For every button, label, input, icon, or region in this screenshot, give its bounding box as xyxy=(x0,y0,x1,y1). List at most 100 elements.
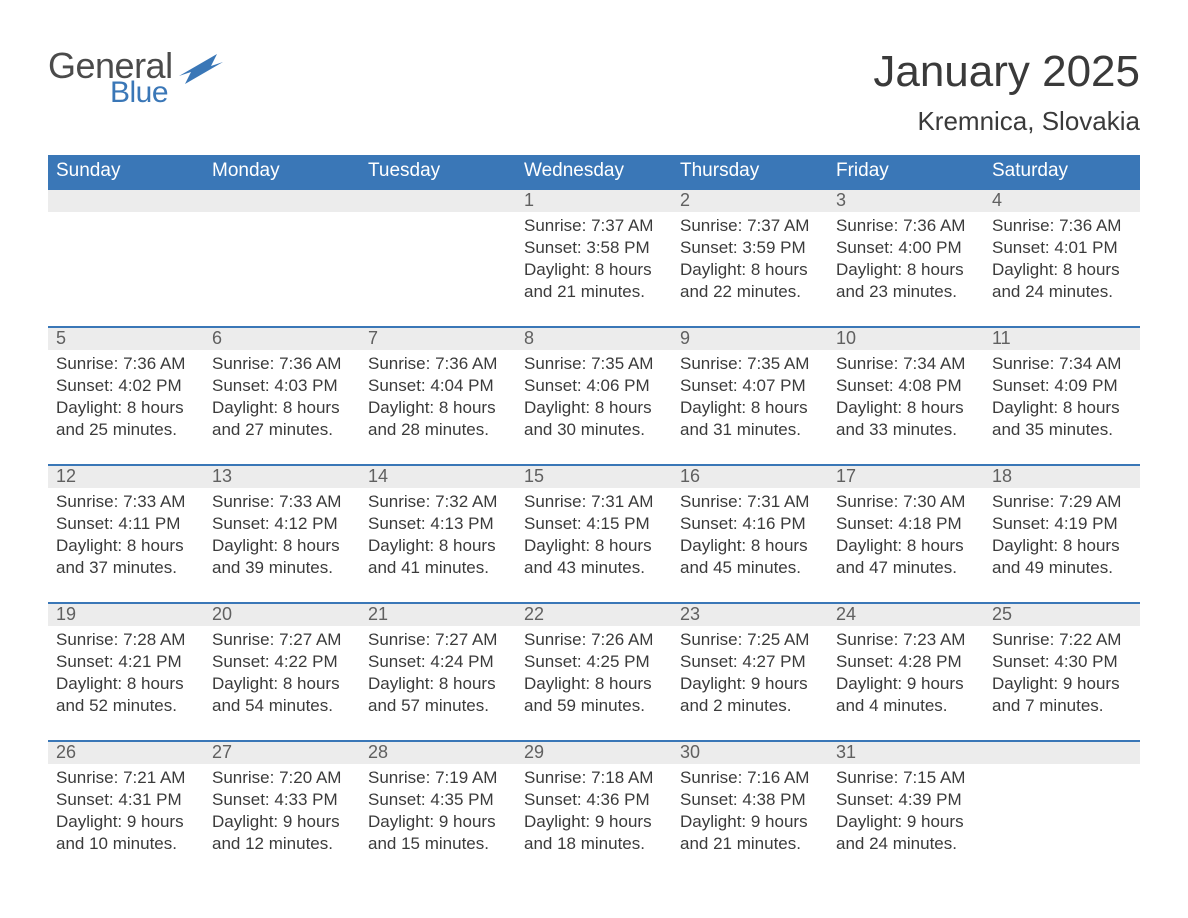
sunrise-text: Sunrise: 7:32 AM xyxy=(368,491,508,513)
sunset-text: Sunset: 3:58 PM xyxy=(524,237,664,259)
sunrise-text: Sunrise: 7:27 AM xyxy=(368,629,508,651)
day-details: Sunrise: 7:33 AMSunset: 4:11 PMDaylight:… xyxy=(48,488,204,602)
day-details: Sunrise: 7:25 AMSunset: 4:27 PMDaylight:… xyxy=(672,626,828,740)
daylight-text: Daylight: 9 hours and 15 minutes. xyxy=(368,811,508,855)
sunset-text: Sunset: 4:39 PM xyxy=(836,789,976,811)
sunset-text: Sunset: 4:36 PM xyxy=(524,789,664,811)
sunrise-text: Sunrise: 7:37 AM xyxy=(524,215,664,237)
weeks-container: 1234Sunrise: 7:37 AMSunset: 3:58 PMDayli… xyxy=(48,188,1140,878)
daylight-text: Daylight: 8 hours and 43 minutes. xyxy=(524,535,664,579)
daylight-text: Daylight: 8 hours and 25 minutes. xyxy=(56,397,196,441)
day-details xyxy=(360,212,516,326)
sunset-text: Sunset: 4:00 PM xyxy=(836,237,976,259)
day-number: 27 xyxy=(204,742,360,764)
sunrise-text: Sunrise: 7:36 AM xyxy=(56,353,196,375)
day-details: Sunrise: 7:22 AMSunset: 4:30 PMDaylight:… xyxy=(984,626,1140,740)
daynum-row: 567891011 xyxy=(48,328,1140,350)
day-details xyxy=(48,212,204,326)
day-number: 7 xyxy=(360,328,516,350)
week-row: 1234Sunrise: 7:37 AMSunset: 3:58 PMDayli… xyxy=(48,188,1140,326)
day-number: 2 xyxy=(672,190,828,212)
day-number: 1 xyxy=(516,190,672,212)
sunset-text: Sunset: 4:31 PM xyxy=(56,789,196,811)
day-number: 5 xyxy=(48,328,204,350)
sunset-text: Sunset: 4:21 PM xyxy=(56,651,196,673)
day-number: 22 xyxy=(516,604,672,626)
sunset-text: Sunset: 4:18 PM xyxy=(836,513,976,535)
sunset-text: Sunset: 4:13 PM xyxy=(368,513,508,535)
sunset-text: Sunset: 3:59 PM xyxy=(680,237,820,259)
daylight-text: Daylight: 9 hours and 4 minutes. xyxy=(836,673,976,717)
daybody-row: Sunrise: 7:36 AMSunset: 4:02 PMDaylight:… xyxy=(48,350,1140,464)
sunrise-text: Sunrise: 7:20 AM xyxy=(212,767,352,789)
daylight-text: Daylight: 8 hours and 47 minutes. xyxy=(836,535,976,579)
day-number: 31 xyxy=(828,742,984,764)
sunrise-text: Sunrise: 7:31 AM xyxy=(680,491,820,513)
daylight-text: Daylight: 8 hours and 21 minutes. xyxy=(524,259,664,303)
sunset-text: Sunset: 4:09 PM xyxy=(992,375,1132,397)
daylight-text: Daylight: 8 hours and 24 minutes. xyxy=(992,259,1132,303)
day-number: 10 xyxy=(828,328,984,350)
logo-text: General Blue xyxy=(48,48,173,108)
daylight-text: Daylight: 8 hours and 37 minutes. xyxy=(56,535,196,579)
day-number: 26 xyxy=(48,742,204,764)
sunrise-text: Sunrise: 7:23 AM xyxy=(836,629,976,651)
daynum-row: 19202122232425 xyxy=(48,604,1140,626)
sunset-text: Sunset: 4:24 PM xyxy=(368,651,508,673)
daylight-text: Daylight: 8 hours and 57 minutes. xyxy=(368,673,508,717)
sunrise-text: Sunrise: 7:25 AM xyxy=(680,629,820,651)
sunrise-text: Sunrise: 7:36 AM xyxy=(368,353,508,375)
calendar: SundayMondayTuesdayWednesdayThursdayFrid… xyxy=(48,155,1140,878)
day-number xyxy=(204,190,360,212)
daybody-row: Sunrise: 7:37 AMSunset: 3:58 PMDaylight:… xyxy=(48,212,1140,326)
daylight-text: Daylight: 8 hours and 31 minutes. xyxy=(680,397,820,441)
location-subtitle: Kremnica, Slovakia xyxy=(873,106,1140,137)
day-details: Sunrise: 7:15 AMSunset: 4:39 PMDaylight:… xyxy=(828,764,984,878)
day-number: 3 xyxy=(828,190,984,212)
day-details: Sunrise: 7:33 AMSunset: 4:12 PMDaylight:… xyxy=(204,488,360,602)
daylight-text: Daylight: 9 hours and 24 minutes. xyxy=(836,811,976,855)
day-number: 20 xyxy=(204,604,360,626)
day-number: 6 xyxy=(204,328,360,350)
day-details: Sunrise: 7:30 AMSunset: 4:18 PMDaylight:… xyxy=(828,488,984,602)
day-number xyxy=(360,190,516,212)
day-number: 28 xyxy=(360,742,516,764)
week-row: 19202122232425Sunrise: 7:28 AMSunset: 4:… xyxy=(48,602,1140,740)
sunset-text: Sunset: 4:25 PM xyxy=(524,651,664,673)
dow-saturday: Saturday xyxy=(984,155,1140,188)
sunset-text: Sunset: 4:22 PM xyxy=(212,651,352,673)
day-details: Sunrise: 7:26 AMSunset: 4:25 PMDaylight:… xyxy=(516,626,672,740)
day-number: 17 xyxy=(828,466,984,488)
daylight-text: Daylight: 9 hours and 18 minutes. xyxy=(524,811,664,855)
day-details: Sunrise: 7:37 AMSunset: 3:59 PMDaylight:… xyxy=(672,212,828,326)
daylight-text: Daylight: 8 hours and 52 minutes. xyxy=(56,673,196,717)
daylight-text: Daylight: 8 hours and 49 minutes. xyxy=(992,535,1132,579)
week-row: 567891011Sunrise: 7:36 AMSunset: 4:02 PM… xyxy=(48,326,1140,464)
day-details: Sunrise: 7:37 AMSunset: 3:58 PMDaylight:… xyxy=(516,212,672,326)
daylight-text: Daylight: 9 hours and 10 minutes. xyxy=(56,811,196,855)
week-row: 12131415161718Sunrise: 7:33 AMSunset: 4:… xyxy=(48,464,1140,602)
sunrise-text: Sunrise: 7:21 AM xyxy=(56,767,196,789)
sunrise-text: Sunrise: 7:29 AM xyxy=(992,491,1132,513)
day-details: Sunrise: 7:36 AMSunset: 4:02 PMDaylight:… xyxy=(48,350,204,464)
header-bar: General Blue January 2025 Kremnica, Slov… xyxy=(48,48,1140,137)
day-details: Sunrise: 7:19 AMSunset: 4:35 PMDaylight:… xyxy=(360,764,516,878)
day-number: 8 xyxy=(516,328,672,350)
sunrise-text: Sunrise: 7:31 AM xyxy=(524,491,664,513)
day-number: 30 xyxy=(672,742,828,764)
sunrise-text: Sunrise: 7:15 AM xyxy=(836,767,976,789)
sunset-text: Sunset: 4:02 PM xyxy=(56,375,196,397)
sunrise-text: Sunrise: 7:28 AM xyxy=(56,629,196,651)
sunset-text: Sunset: 4:01 PM xyxy=(992,237,1132,259)
daynum-row: 1234 xyxy=(48,190,1140,212)
daybody-row: Sunrise: 7:28 AMSunset: 4:21 PMDaylight:… xyxy=(48,626,1140,740)
dow-wednesday: Wednesday xyxy=(516,155,672,188)
day-number: 24 xyxy=(828,604,984,626)
daylight-text: Daylight: 8 hours and 39 minutes. xyxy=(212,535,352,579)
sunset-text: Sunset: 4:28 PM xyxy=(836,651,976,673)
daylight-text: Daylight: 8 hours and 54 minutes. xyxy=(212,673,352,717)
sunrise-text: Sunrise: 7:33 AM xyxy=(212,491,352,513)
daybody-row: Sunrise: 7:21 AMSunset: 4:31 PMDaylight:… xyxy=(48,764,1140,878)
daylight-text: Daylight: 9 hours and 21 minutes. xyxy=(680,811,820,855)
daynum-row: 262728293031 xyxy=(48,742,1140,764)
